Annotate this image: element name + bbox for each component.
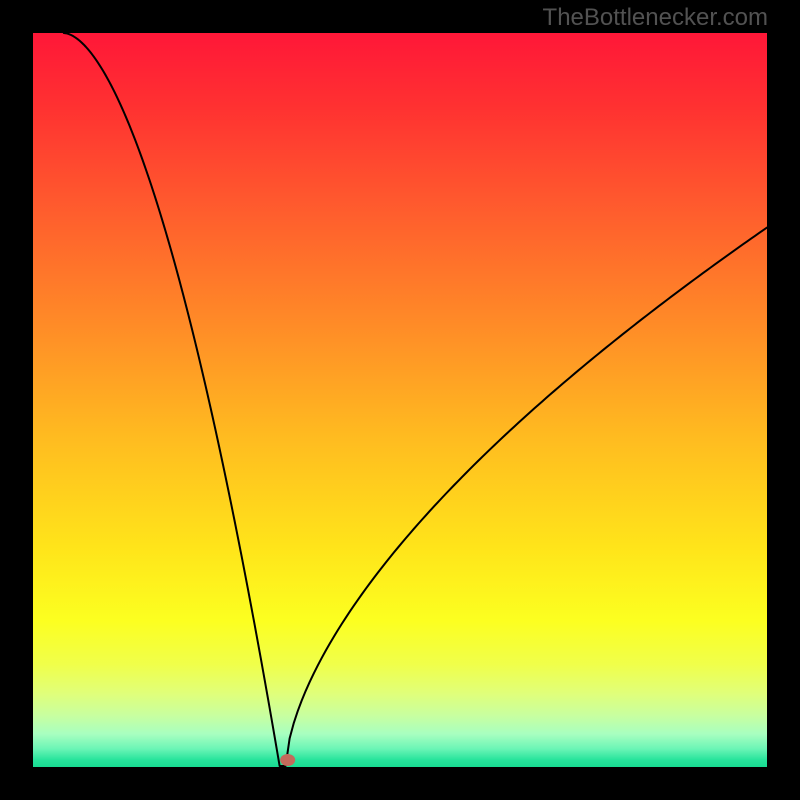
optimum-marker xyxy=(280,754,295,766)
watermark-label: TheBottlenecker.com xyxy=(543,4,768,31)
plot-area xyxy=(33,33,767,767)
gradient-background xyxy=(33,33,767,767)
watermark-text: TheBottlenecker.com xyxy=(543,4,768,32)
plot-svg xyxy=(33,33,767,767)
